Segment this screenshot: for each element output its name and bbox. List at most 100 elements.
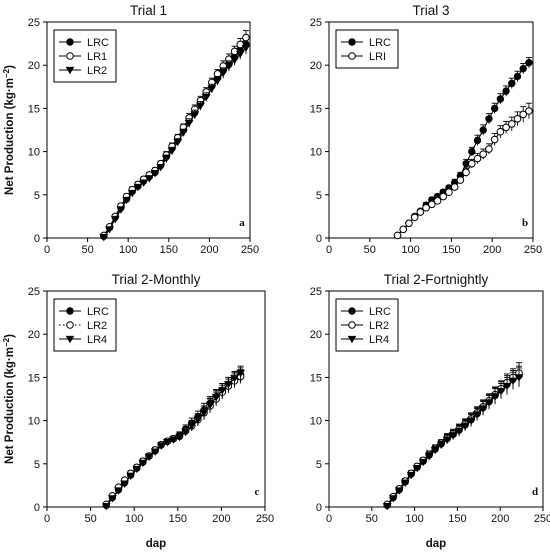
data-point (490, 104, 499, 113)
x-tick-label: 250 (534, 513, 550, 525)
data-point (473, 136, 482, 145)
x-axis-label: dap (146, 538, 166, 550)
data-point (122, 196, 131, 205)
series-lrc (393, 56, 533, 240)
x-tick-label: 50 (81, 244, 93, 256)
x-tick-label: 100 (405, 513, 423, 525)
y-tick-label: 0 (316, 502, 322, 514)
data-point (150, 170, 160, 178)
data-point (472, 411, 482, 419)
data-point (496, 127, 505, 136)
y-axis-label-text: Net Production (kg·m (4, 78, 16, 195)
data-point (519, 110, 528, 119)
legend: LRC LR2 LR4 (53, 298, 117, 352)
y-tick-label: 15 (28, 372, 40, 384)
y-tick-label: 10 (310, 416, 322, 428)
data-point (439, 192, 448, 201)
data-point (394, 487, 404, 495)
y-tick-label: 10 (310, 147, 322, 159)
data-point (430, 446, 440, 455)
y-tick-label: 20 (28, 60, 40, 72)
plot-frame (46, 21, 251, 239)
data-point (382, 502, 392, 511)
data-point (163, 439, 172, 447)
data-point (418, 458, 428, 467)
data-point (479, 126, 487, 134)
data-point (478, 405, 488, 413)
data-point (473, 154, 482, 163)
legend-label: LR2 (87, 65, 107, 77)
data-point (485, 115, 493, 123)
legend-marker (65, 335, 75, 344)
legend-marker (66, 321, 74, 329)
series-lri (393, 102, 533, 240)
data-point (120, 480, 129, 488)
x-tick-label: 100 (125, 513, 143, 525)
panel-label: d (532, 486, 538, 498)
data-point (196, 102, 205, 111)
y-axis-label-unit-superscript: −2 (2, 68, 11, 78)
data-point (412, 464, 422, 473)
data-point (484, 399, 494, 407)
data-point (217, 387, 227, 395)
data-point (101, 502, 111, 511)
x-tick-label: 250 (524, 244, 542, 256)
data-point (150, 448, 160, 456)
x-tick-label: 150 (442, 244, 460, 256)
legend-label: LRI (369, 51, 386, 63)
data-point (525, 58, 533, 67)
data-point (507, 120, 516, 128)
legend-marker (348, 38, 356, 46)
series-lr2 (99, 41, 251, 242)
data-point (211, 394, 221, 402)
data-point (410, 213, 419, 222)
x-tick-label: 50 (84, 513, 96, 525)
chart-panel-2: Trial 3 0 50 100 150 200 250 0 5 10 15 20 25 LRC LRI b (310, 3, 542, 256)
y-tick-label: 5 (316, 459, 322, 471)
data-point (462, 168, 470, 177)
x-tick-label: 100 (401, 244, 419, 256)
data-point (485, 145, 493, 153)
legend-marker (348, 307, 356, 315)
x-tick-label: 50 (364, 244, 376, 256)
data-point (399, 225, 408, 234)
chart-panel-3: Trial 2-Monthly 0 50 100 150 200 250 0 5 10 15 20 25… (2, 272, 275, 550)
chart-panel-4: Trial 2-Fortnightly 0 50 100 150 200 250 0 5 10 15… (310, 272, 550, 550)
data-point (502, 123, 510, 132)
data-point (241, 44, 251, 53)
data-point (132, 465, 142, 474)
plot-frame (328, 21, 534, 239)
legend: LRC LR1 LR2 (53, 29, 117, 83)
y-tick-label: 0 (34, 233, 40, 245)
x-tick-label: 0 (44, 244, 50, 256)
legend-label: LR4 (87, 334, 107, 346)
y-tick-label: 10 (28, 147, 40, 159)
data-point (110, 215, 120, 224)
data-point (508, 377, 518, 386)
data-point (405, 219, 413, 228)
y-tick-label: 5 (34, 190, 40, 202)
data-point (490, 135, 499, 144)
data-point (242, 33, 250, 42)
x-tick-label: 0 (326, 244, 332, 256)
legend-label: LRC (369, 306, 391, 318)
panel-label: a (239, 217, 245, 229)
y-tick-label: 25 (28, 286, 40, 298)
data-point (218, 69, 228, 78)
data-point (400, 479, 410, 488)
y-axis-label-text: Net Production (kg·m (4, 347, 16, 464)
data-point (181, 428, 190, 437)
data-point (448, 432, 458, 440)
data-point (422, 203, 430, 212)
data-point (236, 40, 245, 49)
data-point (108, 495, 117, 503)
x-tick-label: 50 (366, 513, 378, 525)
legend-marker (348, 321, 356, 329)
data-point (175, 433, 184, 442)
data-point (138, 459, 148, 468)
panel-label: c (255, 486, 260, 498)
data-point (496, 388, 506, 396)
data-point (514, 374, 524, 382)
legend-marker (66, 38, 74, 46)
